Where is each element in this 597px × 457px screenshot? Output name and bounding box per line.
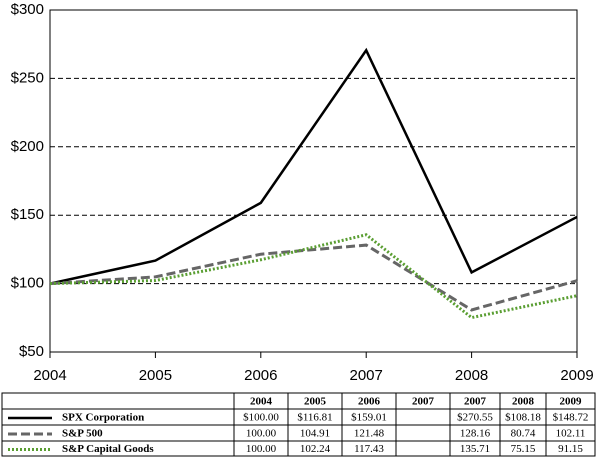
table-header: 2007 — [412, 396, 435, 408]
table-cell: 135.71 — [460, 443, 490, 455]
table-header: 2004 — [250, 396, 273, 408]
table-cell: 80.74 — [511, 428, 536, 440]
x-tick-label: 2008 — [455, 367, 488, 384]
plot-frame — [49, 9, 578, 353]
table-cell: 75.15 — [511, 443, 536, 455]
table-cell: 117.43 — [354, 443, 384, 455]
y-tick-label: $150 — [11, 206, 44, 223]
y-tick-label: $200 — [11, 138, 44, 155]
legend-label: S&P Capital Goods — [62, 443, 154, 455]
y-tick-label: $250 — [11, 69, 44, 86]
table-header: 2008 — [512, 396, 535, 408]
legend-label: S&P 500 — [62, 428, 103, 440]
table-cell: 100.00 — [246, 428, 277, 440]
table-cell: 100.00 — [246, 443, 277, 455]
table-header: 2007 — [464, 396, 487, 408]
table-cell: $148.72 — [553, 412, 589, 424]
table-header: 2009 — [560, 396, 583, 408]
table-cell: $270.55 — [457, 412, 493, 424]
series-line — [49, 47, 578, 285]
y-tick-label: $300 — [11, 1, 44, 18]
y-tick-label: $100 — [11, 275, 44, 292]
x-tick-label: 2007 — [350, 367, 383, 384]
series-line — [49, 243, 578, 312]
x-tick-label: 2004 — [33, 367, 66, 384]
series-line — [49, 233, 578, 320]
table-header: 2006 — [358, 396, 381, 408]
table-cell: 102.24 — [300, 443, 331, 455]
table-cell: $159.01 — [351, 412, 387, 424]
table-cell: $116.81 — [297, 412, 332, 424]
table-cell: 128.16 — [460, 428, 491, 440]
legend-label: SPX Corporation — [62, 412, 144, 424]
table-cell: 104.91 — [300, 428, 330, 440]
table-cell: 91.15 — [558, 443, 583, 455]
table-cell: 102.11 — [556, 428, 586, 440]
table-cell: $108.18 — [505, 412, 541, 424]
y-tick-label: $50 — [19, 343, 44, 360]
x-tick-label: 2009 — [560, 367, 593, 384]
table-cell: 121.48 — [354, 428, 385, 440]
x-tick-label: 2005 — [139, 367, 172, 384]
x-tick-label: 2006 — [244, 367, 277, 384]
table-header: 2005 — [304, 396, 327, 408]
table-cell: $100.00 — [243, 412, 279, 424]
